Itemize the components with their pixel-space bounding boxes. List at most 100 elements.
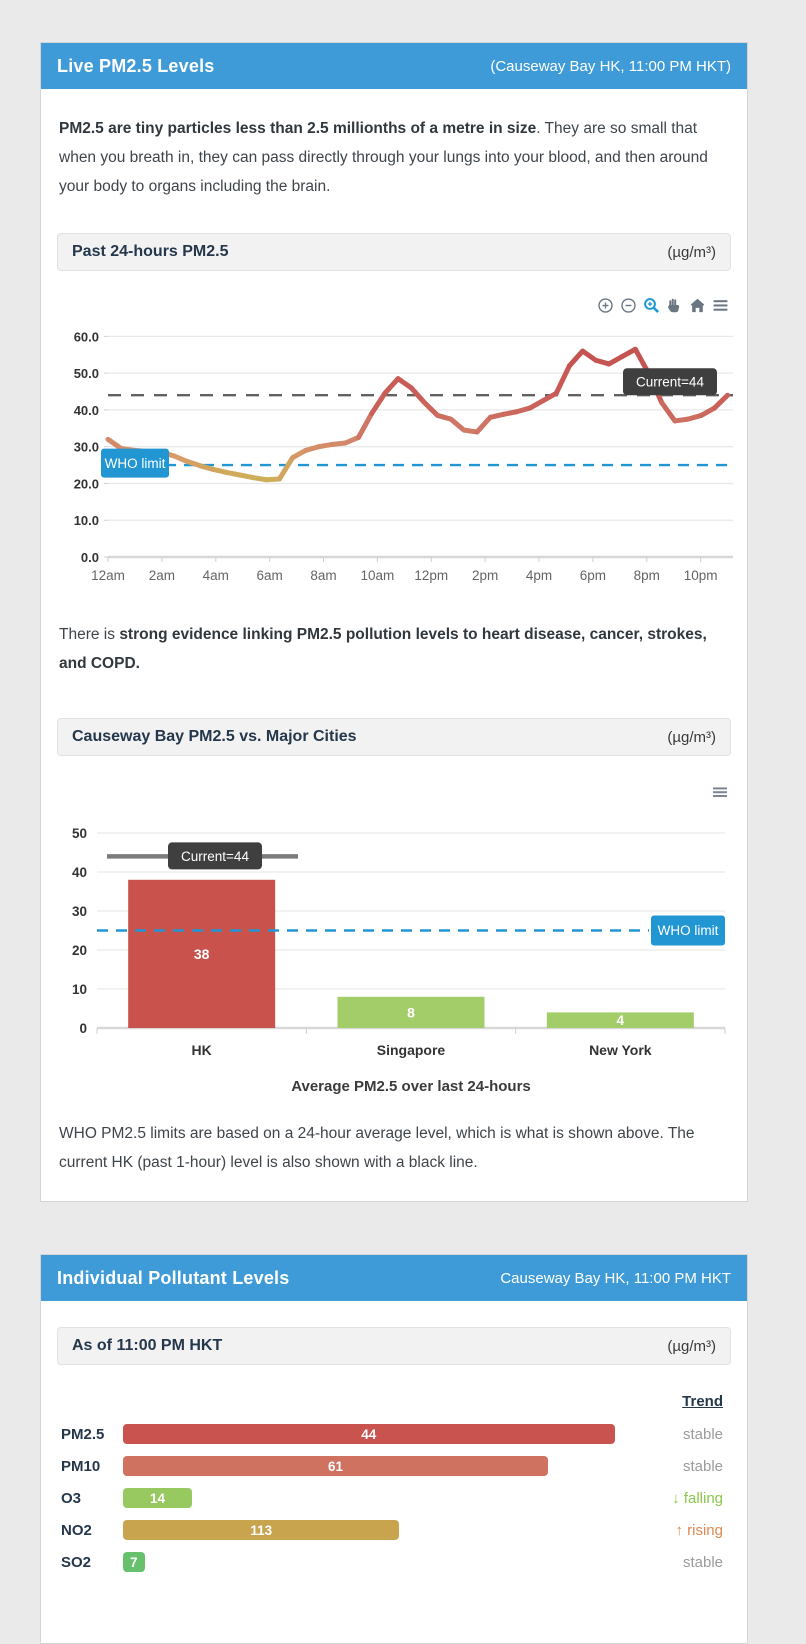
panel2-header: Individual Pollutant Levels Causeway Bay… (41, 1255, 747, 1301)
pollutant-bar: 61 (123, 1456, 548, 1476)
bar-hk (128, 879, 276, 1028)
who-limit-badge (651, 915, 725, 946)
pollutant-bar: 14 (123, 1488, 193, 1508)
zoom-out-icon[interactable] (620, 297, 637, 314)
bar-value-label: 38 (194, 946, 210, 962)
pm25-series-segment (566, 348, 586, 369)
pollutant-bar-track: 61 (123, 1456, 635, 1476)
pollutant-bar-track: 7 (123, 1552, 635, 1572)
pollutant-row-pm10: PM10 61 stable (57, 1450, 731, 1482)
pollutant-trend: ↑ rising (675, 1521, 723, 1539)
y-tick-label: 50.0 (74, 366, 99, 381)
cities-bar-chart[interactable]: 0 10 20 30 40 50 Current=44 WHO limit 38 HK 8 Singa… (57, 806, 733, 1098)
pollutant-trend: stable (682, 1425, 723, 1443)
zoom-in-icon[interactable] (597, 297, 614, 314)
current-tooltip-label: Current=44 (636, 375, 704, 390)
pm25-series-segment (290, 447, 309, 461)
y-tick-label: 40 (72, 865, 87, 880)
evidence-paragraph: There is strong evidence linking PM2.5 p… (59, 620, 729, 678)
chart1-title: Past 24-hours PM2.5 (72, 243, 229, 260)
x-tick-label: 10am (361, 568, 395, 583)
pollutant-bar: 113 (123, 1520, 400, 1540)
y-tick-label: 20 (72, 943, 87, 958)
pm25-series-segment (580, 348, 599, 363)
panel2-title: Individual Pollutant Levels (57, 1267, 290, 1288)
pollutant-trend: ↓ falling (672, 1489, 723, 1507)
pollutant-row-no2: NO2 113 ↑ rising (57, 1514, 731, 1546)
box-zoom-icon[interactable] (643, 297, 660, 314)
pm25-intro-paragraph: PM2.5 are tiny particles less than 2.5 m… (59, 114, 729, 201)
pm25-series-segment (448, 416, 467, 433)
who-limit-badge-label: WHO limit (105, 456, 166, 471)
x-tick-label: 6pm (580, 568, 606, 583)
menu-icon[interactable] (712, 297, 729, 314)
y-tick-label: 30.0 (74, 440, 99, 455)
who-note-paragraph: WHO PM2.5 limits are based on a 24-hour … (59, 1125, 695, 1171)
line-chart-toolbar (57, 295, 729, 315)
pm25-series-segment (382, 376, 401, 396)
pm25-line-chart[interactable]: 0.0 10.0 20.0 30.0 40.0 50.0 60.0 12am 2am 4am 6am… (57, 319, 733, 593)
panel2-location: Causeway Bay HK, 11:00 PM HKT (500, 1269, 731, 1287)
trend-column-header: Trend (57, 1393, 723, 1410)
x-tick-label: 12pm (414, 568, 448, 583)
intro-bold-text: PM2.5 are tiny particles less than 2.5 m… (59, 120, 537, 137)
x-tick-label: 8pm (634, 568, 660, 583)
pollutant-bar: 7 (123, 1552, 145, 1572)
who-limit-badge-label: WHO limit (658, 923, 719, 938)
individual-pollutants-panel: Individual Pollutant Levels Causeway Bay… (40, 1254, 748, 1644)
chart1-unit: (µg/m³) (667, 243, 716, 261)
reset-home-icon[interactable] (689, 297, 706, 314)
pollutant-trend: stable (682, 1553, 723, 1571)
pm25-series-segment (527, 398, 546, 411)
bar-value-label: 4 (616, 1012, 624, 1028)
x-tick-label: 2pm (472, 568, 498, 583)
pollutant-row-pm25: PM2.5 44 stable (57, 1418, 731, 1450)
current-tooltip (623, 368, 717, 396)
pollutant-bar-track: 44 (123, 1424, 635, 1444)
x-tick-label: 12am (91, 568, 125, 583)
pollutant-subheader-title: As of 11:00 PM HKT (72, 1337, 223, 1354)
bar-chart-toolbar (57, 782, 729, 802)
y-tick-label: 60.0 (74, 329, 99, 344)
bar-new-york (546, 1012, 694, 1028)
panel1-header: Live PM2.5 Levels (Causeway Bay HK, 11:0… (41, 43, 747, 89)
y-tick-label: 40.0 (74, 403, 99, 418)
x-tick-label: 8am (310, 568, 336, 583)
pollutant-bar-track: 14 (123, 1488, 635, 1508)
pollutant-trend: stable (682, 1457, 723, 1475)
pollutant-row-so2: SO2 7 stable (57, 1546, 731, 1578)
y-tick-label: 10.0 (74, 513, 99, 528)
x-axis-title: Average PM2.5 over last 24-hours (291, 1078, 531, 1095)
pollutant-label: O3 (61, 1489, 82, 1507)
pollutant-bar: 44 (123, 1424, 615, 1444)
evidence-pre-text: There is (59, 626, 120, 643)
pollutant-label: NO2 (61, 1521, 92, 1539)
pollutant-row-o3: O3 14 ↓ falling (57, 1482, 731, 1514)
panel1-title: Live PM2.5 Levels (57, 55, 215, 76)
evidence-bold-text: strong evidence linking PM2.5 pollution … (59, 626, 707, 672)
y-tick-label: 20.0 (74, 476, 99, 491)
pan-icon[interactable] (666, 297, 683, 314)
x-tick-label: 4am (203, 568, 229, 583)
x-tick-label: 6am (257, 568, 283, 583)
x-tick-label: 4pm (526, 568, 552, 583)
x-tick-label: 2am (149, 568, 175, 583)
panel1-location: (Causeway Bay HK, 11:00 PM HKT) (490, 57, 731, 75)
chart2-title: Causeway Bay PM2.5 vs. Major Cities (72, 728, 357, 745)
live-pm25-panel: Live PM2.5 Levels (Causeway Bay HK, 11:0… (40, 42, 748, 1202)
pm25-series-segment (408, 385, 427, 406)
pm25-series-segment (395, 376, 414, 391)
pm25-series-segment (369, 390, 388, 417)
pollutant-subheader: As of 11:00 PM HKT (µg/m³) (57, 1327, 731, 1365)
menu-icon[interactable] (711, 784, 729, 800)
y-tick-label: 10 (72, 982, 87, 997)
pollutant-subheader-unit: (µg/m³) (667, 1337, 716, 1355)
y-tick-label: 0.0 (81, 550, 99, 565)
pm25-series-segment (105, 436, 124, 452)
bar-singapore (337, 996, 485, 1028)
pm25-series-segment (606, 354, 625, 367)
pollutant-bar-list: PM2.5 44 stable PM10 61 stable O3 14 ↓ falling NO… (57, 1418, 731, 1578)
current-tooltip-label: Current=44 (181, 849, 249, 864)
chart2-unit: (µg/m³) (667, 728, 716, 746)
pollutant-label: PM2.5 (61, 1425, 105, 1443)
